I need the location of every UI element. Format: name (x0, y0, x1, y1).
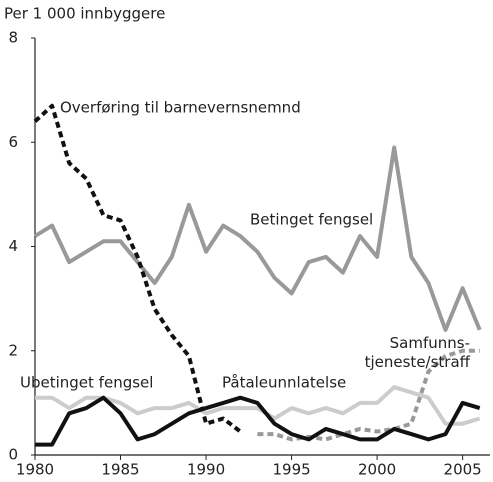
x-tick-label: 1980 (16, 461, 54, 479)
series-line (33, 103, 242, 434)
series-line (35, 395, 481, 447)
x-tick-label: 2000 (358, 461, 396, 479)
x-tick-label: 2005 (444, 461, 482, 479)
y-tick-label: 2 (8, 341, 18, 359)
series-line (257, 348, 480, 442)
y-tick-label: 4 (8, 237, 18, 255)
series-label: Ubetinget fengsel (20, 374, 153, 392)
series-line (35, 385, 481, 426)
series-label: Betinget fengsel (250, 211, 373, 229)
series-label: Påtaleunnlatelse (222, 374, 346, 392)
series-label: Samfunns-tjeneste/straff (365, 334, 471, 371)
y-axis-label: Per 1 000 innbyggere (4, 5, 165, 23)
series-label: Overføring til barnevernsnemnd (60, 99, 301, 117)
x-tick-label: 1995 (272, 461, 310, 479)
x-tick-label: 1990 (187, 461, 225, 479)
y-tick-label: 8 (8, 29, 18, 47)
series-line (33, 145, 482, 332)
y-tick-label: 0 (8, 446, 18, 464)
x-tick-label: 1985 (101, 461, 139, 479)
y-tick-label: 6 (8, 133, 18, 151)
